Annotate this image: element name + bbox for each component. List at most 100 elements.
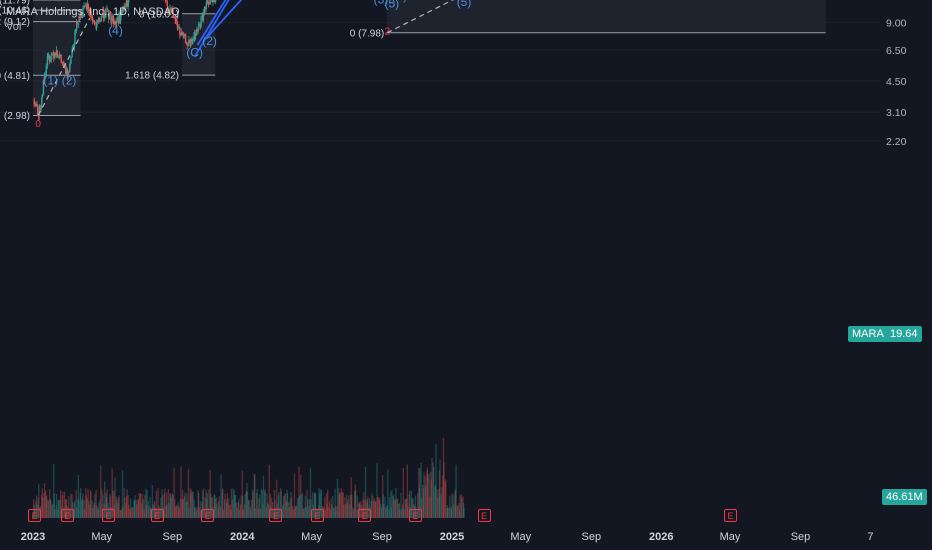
volume-bar	[238, 498, 240, 518]
volume-bar	[259, 508, 262, 518]
x-tick-label: Sep	[581, 531, 602, 543]
candle-body	[194, 33, 197, 40]
earnings-marker-icon[interactable]: E	[28, 509, 42, 522]
volume-bar	[141, 494, 144, 518]
volume-bar	[232, 488, 234, 518]
volume-bar	[123, 488, 125, 518]
volume-bar	[272, 509, 274, 518]
earnings-marker-icon[interactable]: E	[723, 509, 737, 522]
volume-bar	[434, 486, 436, 518]
earnings-marker-icon[interactable]: E	[150, 509, 164, 522]
volume-bar	[94, 493, 96, 518]
volume-bar	[73, 503, 75, 518]
volume-bar	[430, 471, 432, 518]
candle-body	[173, 16, 175, 18]
volume-bar	[372, 495, 374, 518]
volume-bar	[240, 495, 242, 518]
volume-bar	[229, 504, 231, 518]
fib-level-label: 0 (10.01)	[139, 9, 179, 20]
volume-bar	[222, 488, 224, 518]
volume-bar	[148, 506, 150, 518]
earnings-marker-icon[interactable]: E	[358, 509, 372, 522]
volume-bar	[289, 499, 292, 518]
volume-bar	[376, 463, 378, 518]
volume-bar	[89, 490, 92, 518]
volume-bar	[407, 505, 409, 518]
volume-bar	[125, 496, 128, 518]
candle-body	[113, 21, 116, 25]
volume-bar	[265, 507, 268, 518]
volume-bar	[176, 506, 178, 518]
volume-bar	[38, 483, 40, 518]
volume-bar	[33, 504, 35, 518]
volume-bar	[436, 489, 438, 518]
volume-bar	[200, 509, 202, 518]
volume-bar	[431, 457, 433, 518]
earnings-marker-icon[interactable]: E	[60, 509, 74, 522]
candle-body	[181, 32, 183, 34]
candle-body	[115, 22, 117, 25]
wave-label: (3)	[374, 0, 389, 7]
volume-bar	[226, 493, 229, 518]
volume-bar	[208, 489, 210, 518]
volume-bar	[419, 468, 421, 518]
candle-body	[187, 41, 190, 46]
earnings-marker-icon[interactable]: E	[102, 509, 116, 522]
candle-body	[72, 47, 74, 49]
volume-bar	[420, 462, 422, 518]
candle-body	[186, 44, 189, 46]
volume-bar	[268, 504, 270, 518]
volume-bar	[39, 507, 41, 518]
volume-bar	[418, 487, 421, 518]
earnings-marker-icon[interactable]: E	[310, 509, 324, 522]
candle-body	[67, 72, 70, 73]
earnings-marker-icon[interactable]: E	[269, 509, 283, 522]
volume-bar	[442, 475, 444, 518]
volume-bar	[114, 477, 116, 518]
volume-bar	[427, 474, 429, 518]
volume-bar	[65, 499, 67, 518]
volume-legend: Vol	[6, 21, 22, 33]
volume-bar	[235, 502, 238, 518]
candle-body	[188, 39, 190, 42]
volume-bar	[312, 504, 315, 518]
volume-bar	[93, 504, 95, 518]
y-tick-label: 2.20	[886, 136, 907, 148]
volume-bar	[320, 489, 322, 518]
volume-bar	[71, 502, 74, 518]
volume-bar	[280, 488, 282, 518]
volume-bar	[277, 495, 280, 518]
volume-bar	[340, 493, 342, 518]
earnings-marker-icon[interactable]: E	[477, 509, 491, 522]
volume-bar	[172, 494, 174, 518]
volume-bar	[450, 508, 453, 518]
candle-body	[84, 5, 86, 7]
candle-body	[40, 105, 42, 111]
candle-body	[98, 18, 101, 21]
candle-body	[57, 56, 59, 58]
earnings-marker-icon[interactable]: E	[408, 509, 422, 522]
volume-bar	[312, 492, 314, 518]
volume-bar	[399, 509, 401, 518]
earnings-marker-icon[interactable]: E	[201, 509, 215, 522]
candle-body	[35, 104, 37, 106]
volume-bar	[446, 504, 449, 518]
volume-bar	[394, 500, 396, 518]
volume-bar	[121, 470, 124, 518]
volume-bar	[336, 506, 338, 518]
volume-bar	[97, 509, 100, 518]
volume-bar	[341, 491, 344, 518]
volume-bar	[50, 500, 52, 518]
volume-bar	[442, 438, 445, 518]
volume-bar	[248, 500, 250, 518]
volume-bar	[296, 498, 298, 518]
candle-body	[46, 56, 49, 66]
volume-bar	[65, 499, 67, 518]
candle-body	[112, 15, 115, 25]
candle-body	[83, 5, 85, 8]
volume-bar	[400, 492, 402, 518]
volume-bar	[91, 500, 93, 518]
volume-bar	[93, 502, 96, 518]
volume-bar	[374, 498, 376, 518]
